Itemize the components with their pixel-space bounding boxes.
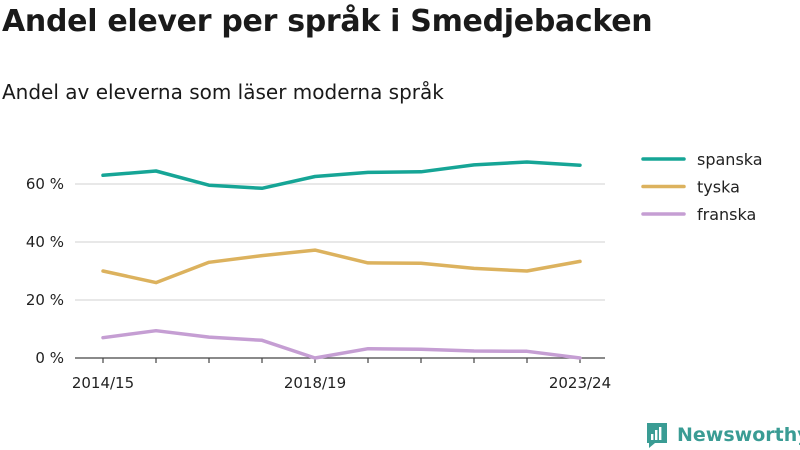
chart-subtitle: Andel av eleverna som läser moderna språ… (2, 80, 444, 104)
gridlines (75, 183, 605, 301)
legend-label-franska: franska (697, 205, 756, 224)
x-axis: 2014/15 2018/19 2023/24 (72, 357, 611, 392)
y-tick-label: 0 % (35, 349, 64, 367)
x-tick-label: 2023/24 (549, 374, 611, 392)
legend-label-spanska: spanska (697, 150, 763, 169)
y-tick-label: 60 % (26, 175, 64, 193)
bar-chart-logo-icon (647, 423, 667, 448)
y-tick-label: 20 % (26, 291, 64, 309)
legend: spanska tyska franska (641, 150, 763, 224)
series-lines (101, 160, 582, 360)
x-tick-label: 2018/19 (284, 374, 346, 392)
y-axis-ticks: 0 % 20 % 40 % 60 % (26, 175, 64, 367)
series-line-spanska (101, 160, 582, 191)
legend-label-tyska: tyska (697, 178, 740, 197)
brand-name: Newsworthy (677, 424, 800, 446)
series-line-franska (101, 328, 582, 360)
series-line-tyska (101, 248, 582, 285)
x-tick-label: 2014/15 (72, 374, 134, 392)
newsworthy-logo: Newsworthy (645, 421, 800, 449)
chart-title: Andel elever per språk i Smedjebacken (2, 4, 653, 39)
y-tick-label: 40 % (26, 233, 64, 251)
